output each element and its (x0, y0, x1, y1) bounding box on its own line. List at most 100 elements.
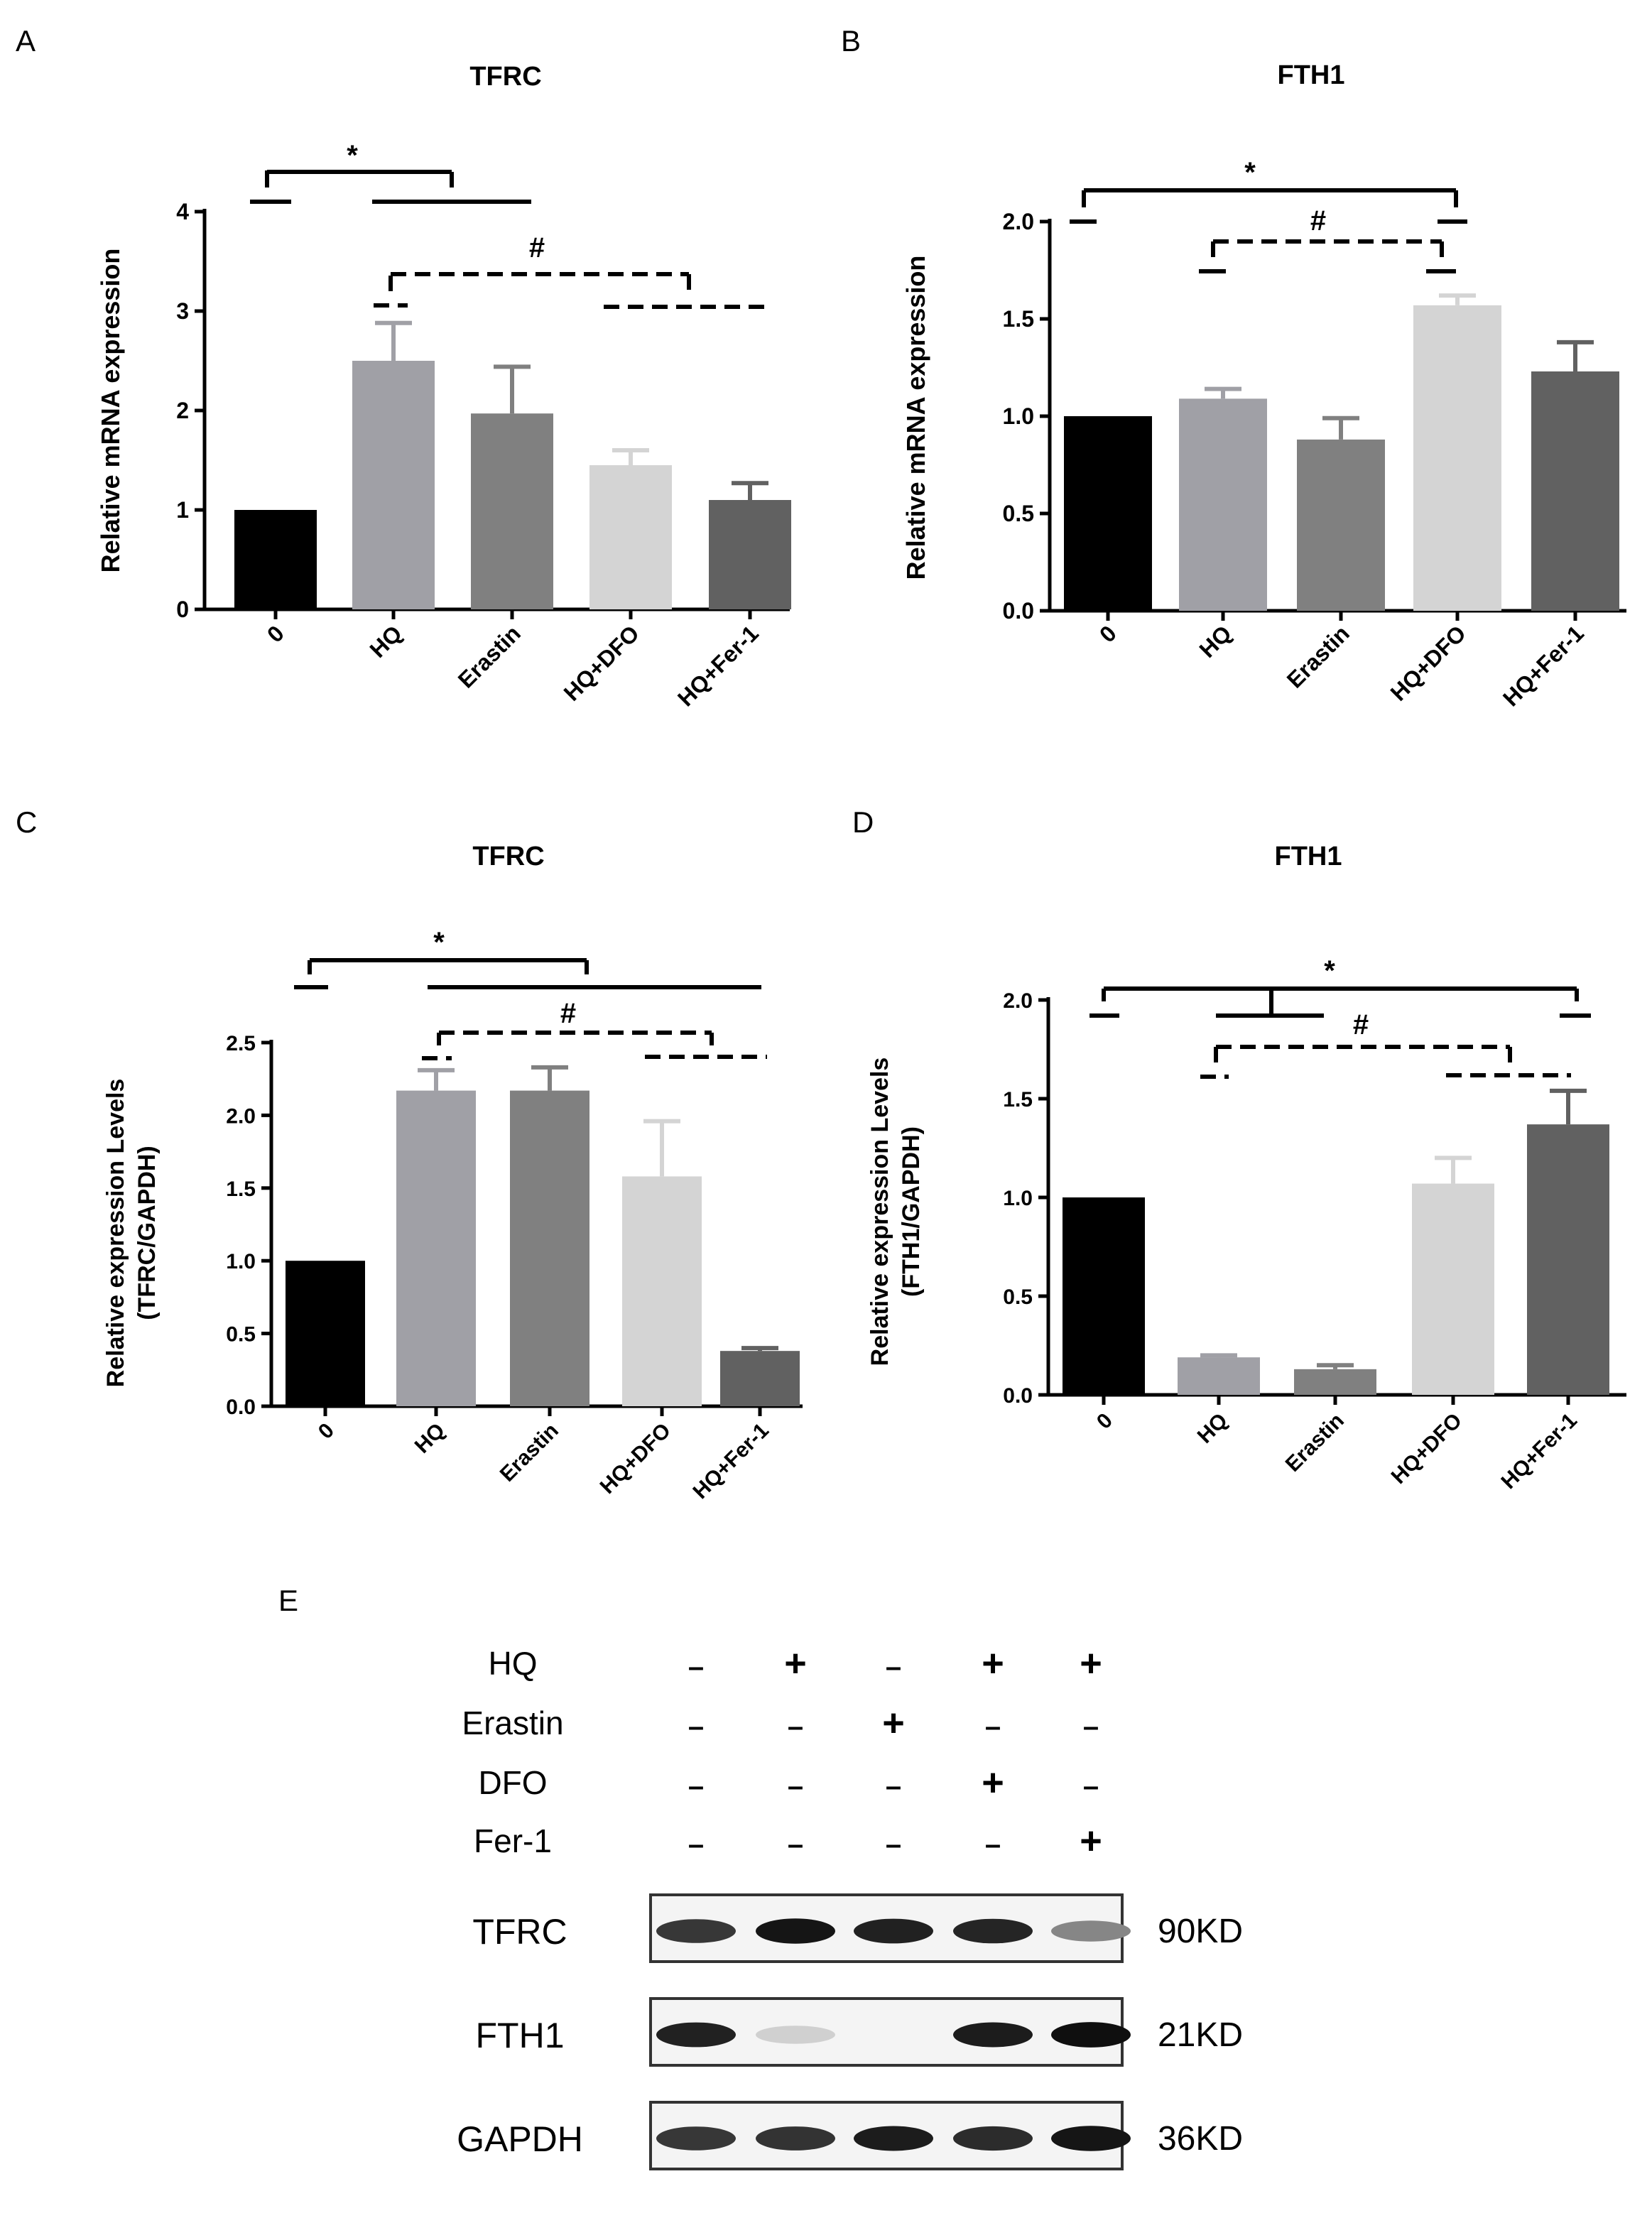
chart-d-sig-hash: # (1353, 1009, 1369, 1040)
chart-c-title: TFRC (472, 842, 544, 871)
chart-b-sig-star: * (1244, 157, 1256, 188)
chart-b-bar (1531, 371, 1619, 611)
chart-d-category-label: 0 (1092, 1409, 1117, 1434)
chart-a-title: TFRC (469, 62, 541, 92)
chart-c-category-label: HQ (411, 1419, 450, 1458)
chart-c-category-label: HQ+Fer-1 (689, 1419, 773, 1504)
chart-c-ytick-label: 1.5 (226, 1178, 256, 1201)
blot-mark: + (982, 1761, 1004, 1804)
chart-d-bar (1294, 1369, 1376, 1395)
chart-a-ytick-label: 3 (176, 298, 189, 324)
blot-mark: + (1080, 1642, 1102, 1685)
blot-size-label: 21KD (1158, 2016, 1243, 2054)
chart-b-category-label: HQ+Fer-1 (1498, 620, 1589, 711)
panel-label-b: B (841, 24, 861, 58)
chart-a-category-label: HQ+Fer-1 (673, 620, 763, 711)
chart-d-category-label: HQ+DFO (1387, 1409, 1467, 1489)
chart-d-bar (1063, 1197, 1145, 1395)
blot-band (953, 2126, 1033, 2151)
blot-mark: – (688, 1651, 704, 1682)
chart-d-category-label: Erastin (1281, 1409, 1349, 1477)
chart-c-ylabel: Relative expression Levels (102, 1079, 129, 1388)
chart-a-ytick-label: 0 (176, 597, 189, 622)
blot-mark: + (784, 1642, 807, 1685)
chart-c-sig-hash: # (560, 998, 576, 1029)
chart-b-bar (1297, 439, 1385, 611)
chart-b-ytick-label: 1.0 (1003, 403, 1034, 429)
blot-band (656, 1919, 736, 1943)
chart-a-category-label: 0 (262, 620, 289, 647)
chart-d-category-label: HQ+Fer-1 (1497, 1409, 1582, 1494)
chart-b-bar (1179, 398, 1267, 611)
chart-d-ytick-label: 1.5 (1003, 1088, 1033, 1111)
chart-c-ytick-label: 0.5 (226, 1323, 256, 1347)
blot-mark: – (688, 1829, 704, 1860)
blot-mark: – (1083, 1711, 1099, 1742)
blot-mark: – (788, 1771, 803, 1802)
blot-mark: – (688, 1771, 704, 1802)
chart-a-bar (352, 361, 435, 609)
blot-band (756, 2126, 835, 2151)
chart-d-title: FTH1 (1275, 842, 1342, 871)
chart-a-bar (471, 413, 553, 609)
chart-b-ylabel: Relative mRNA expression (901, 256, 930, 580)
blot-treatment-dfo: DFO (478, 1764, 547, 1801)
chart-d-ylabel-2: (FTH1/GAPDH) (898, 1126, 925, 1297)
blot-protein-label: FTH1 (476, 2016, 565, 2055)
blot-treatment-fer-1: Fer-1 (474, 1822, 552, 1859)
chart-c-ylabel-2: (TFRC/GAPDH) (134, 1146, 161, 1320)
blot-treatment-erastin: Erastin (462, 1705, 563, 1741)
chart-c-bar (510, 1090, 589, 1406)
blot-band (854, 2126, 933, 2151)
chart-d-ytick-label: 0.5 (1003, 1285, 1033, 1309)
blot-mark: + (882, 1702, 905, 1744)
blot-mark: – (688, 1711, 704, 1742)
chart-b-category-label: HQ (1195, 620, 1237, 662)
blot-treatment-hq: HQ (489, 1645, 538, 1682)
blot-mark: – (788, 1711, 803, 1742)
chart-c-ytick-label: 0.0 (226, 1396, 256, 1419)
blot-band (1051, 2022, 1131, 2048)
blot-mark: – (985, 1711, 1001, 1742)
chart-a-ylabel: Relative mRNA expression (96, 249, 125, 573)
chart-d-sig-star: * (1324, 955, 1335, 986)
chart-c-bar (622, 1176, 702, 1406)
chart-a-sig-star: * (347, 140, 358, 171)
blot-protein-label: GAPDH (457, 2119, 583, 2159)
chart-d-bar (1527, 1124, 1609, 1395)
blot-band (756, 1918, 835, 1944)
panel-label-d: D (852, 805, 874, 839)
chart-b-ytick-label: 0.0 (1003, 598, 1034, 624)
panel-label-a: A (16, 24, 36, 58)
blot-band (1051, 1920, 1131, 1942)
blot-mark: – (886, 1771, 901, 1802)
chart-a-ytick-label: 2 (176, 398, 189, 423)
chart-a-category-label: HQ (365, 620, 407, 662)
chart-d-ytick-label: 1.0 (1003, 1187, 1033, 1210)
blot-mark: – (886, 1651, 901, 1682)
chart-b-ytick-label: 1.5 (1003, 306, 1034, 332)
blot-band (656, 2126, 736, 2151)
panel-label-e: E (278, 1584, 298, 1617)
chart-b-sig-hash: # (1310, 205, 1326, 237)
blot-band (656, 2022, 736, 2048)
blot-band (953, 1918, 1033, 1944)
chart-d-bar (1178, 1357, 1260, 1395)
chart-a-sig-hash: # (529, 232, 545, 263)
chart-a-category-label: Erastin (453, 620, 526, 692)
chart-c-bar (286, 1261, 365, 1406)
chart-c-sig-star: * (433, 927, 445, 958)
blot-mark: + (1080, 1820, 1102, 1862)
chart-c-bar (720, 1351, 800, 1406)
chart-b-bar (1413, 305, 1501, 611)
blot-size-label: 36KD (1158, 2120, 1243, 2158)
chart-c-category-label: Erastin (496, 1419, 563, 1486)
chart-b-category-label: 0 (1094, 620, 1121, 647)
blot-size-label: 90KD (1158, 1913, 1243, 1950)
chart-d-ytick-label: 0.0 (1003, 1384, 1033, 1408)
chart-d-ylabel: Relative expression Levels (866, 1058, 893, 1366)
chart-d-ytick-label: 2.0 (1003, 989, 1033, 1013)
western-blot: HQ – + – + + Erastin – – + – – DFO – – – + – Fer-1 – – – – + TFR… (457, 1642, 1243, 2170)
chart-a-ytick-label: 4 (176, 199, 189, 224)
